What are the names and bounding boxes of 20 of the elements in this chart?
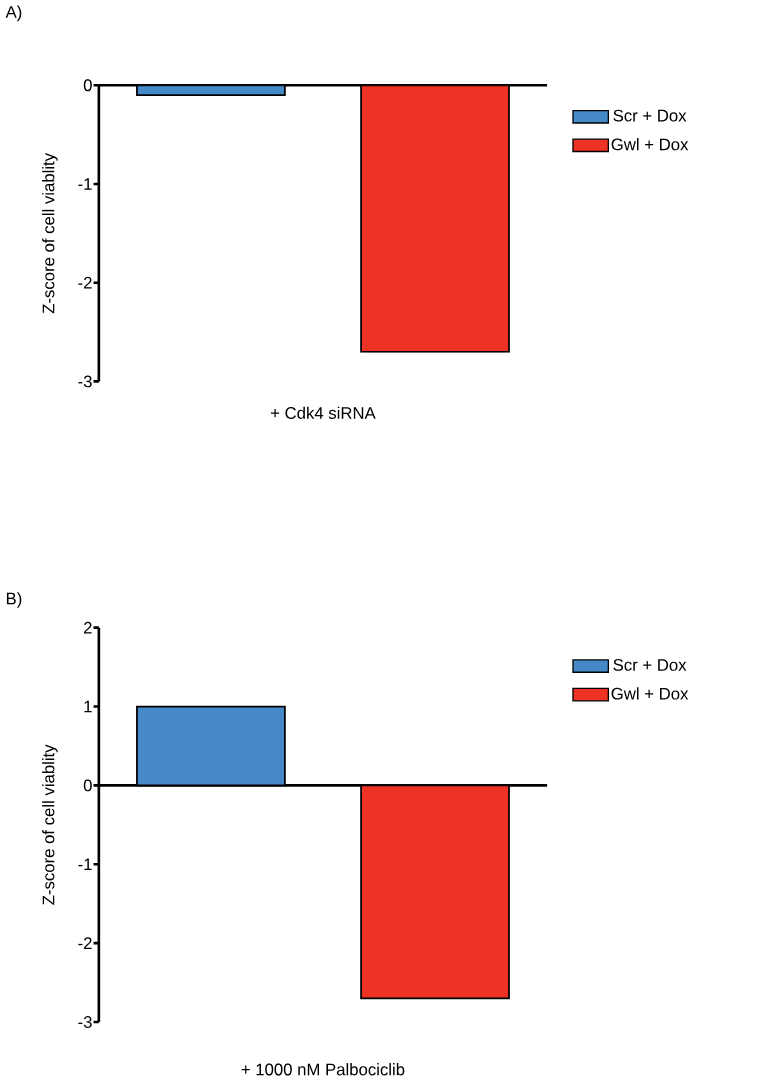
chart-title: B) [7,592,22,608]
y-tick-label: 2 [84,621,92,634]
legend-label: Gwl + Dox [611,687,689,700]
y-tick-label: -2 [78,276,92,289]
x-axis-title: + 1000 nM Palbociclib [241,1063,405,1076]
y-axis-title: Z-score of cell viablity [42,744,58,905]
y-tick-label: 0 [83,79,92,92]
legend-label: Scr + Dox [613,109,687,122]
y-tick-label: -1 [78,858,92,871]
y-axis-title: Z-score of cell viablity [42,152,58,314]
y-tick-label: -1 [78,178,92,190]
legend-label: Gwl + Dox [611,138,689,151]
legend-label: Scr + Dox [613,658,687,671]
y-tick-label: -3 [78,375,92,388]
y-tick-label: 0 [83,779,92,792]
y-tick-label: -3 [78,1016,92,1028]
chart-title: A) [5,5,22,22]
y-tick-label: 1 [84,700,92,713]
x-axis-title: + Cdk4 siRNA [271,406,376,419]
y-tick-label: -2 [78,937,92,949]
